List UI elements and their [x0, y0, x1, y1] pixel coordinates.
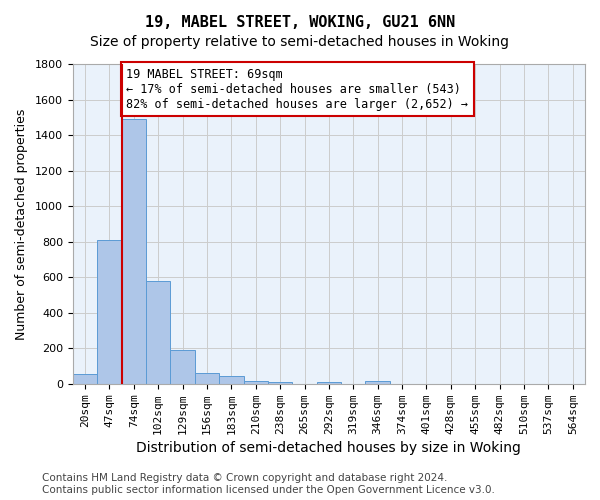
- Bar: [365, 380, 390, 384]
- Bar: [122, 119, 146, 384]
- Bar: [195, 373, 219, 384]
- Bar: [244, 380, 268, 384]
- Bar: [219, 376, 244, 384]
- Bar: [268, 382, 292, 384]
- Text: Size of property relative to semi-detached houses in Woking: Size of property relative to semi-detach…: [91, 35, 509, 49]
- Y-axis label: Number of semi-detached properties: Number of semi-detached properties: [15, 108, 28, 340]
- Bar: [73, 374, 97, 384]
- Bar: [146, 281, 170, 384]
- Bar: [317, 382, 341, 384]
- X-axis label: Distribution of semi-detached houses by size in Woking: Distribution of semi-detached houses by …: [136, 441, 521, 455]
- Bar: [170, 350, 195, 384]
- Text: 19, MABEL STREET, WOKING, GU21 6NN: 19, MABEL STREET, WOKING, GU21 6NN: [145, 15, 455, 30]
- Bar: [97, 240, 122, 384]
- Text: Contains HM Land Registry data © Crown copyright and database right 2024.
Contai: Contains HM Land Registry data © Crown c…: [42, 474, 495, 495]
- Text: 19 MABEL STREET: 69sqm
← 17% of semi-detached houses are smaller (543)
82% of se: 19 MABEL STREET: 69sqm ← 17% of semi-det…: [127, 68, 469, 110]
